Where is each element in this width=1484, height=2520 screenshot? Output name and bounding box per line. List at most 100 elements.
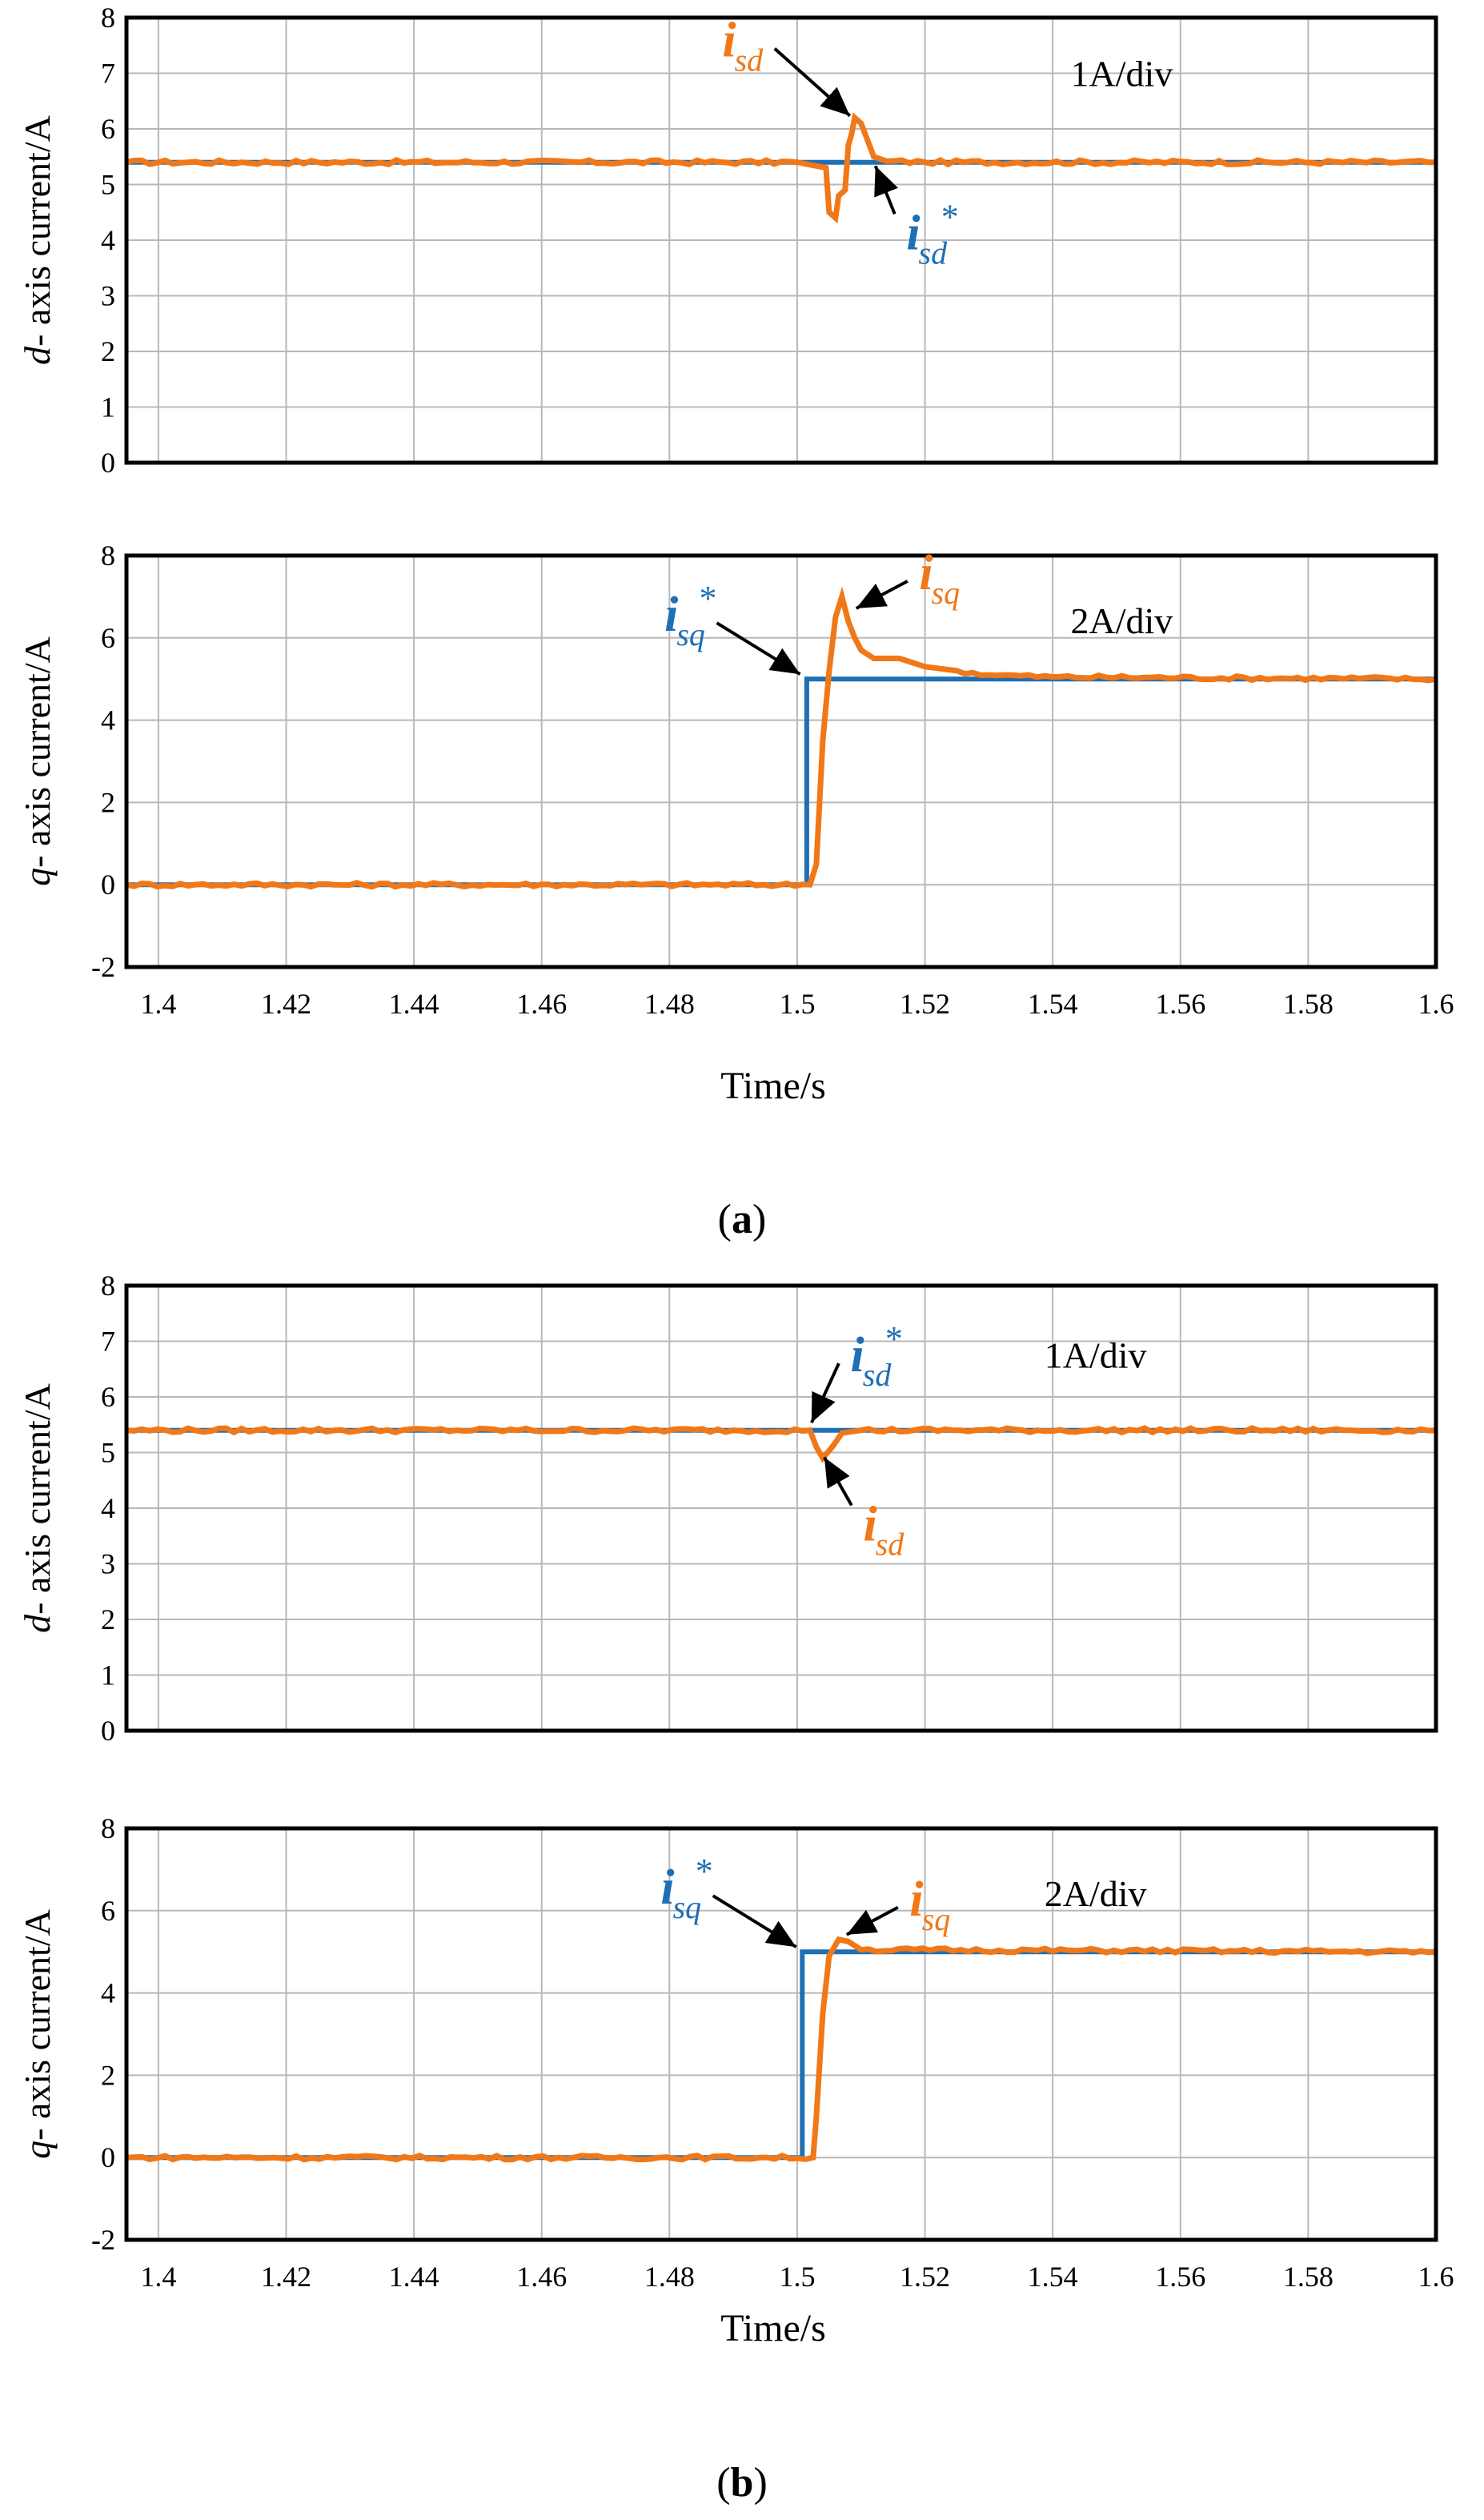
annotation-arrow: [873, 165, 898, 215]
plot-frame: [124, 1826, 1438, 2242]
y-tick-label: -2: [91, 951, 115, 983]
annotation-star: *: [696, 1852, 713, 1891]
scale-label: 2A/div: [1045, 1873, 1147, 1914]
x-tick-label: 1.4: [140, 2261, 176, 2293]
y-tick-label: 7: [101, 58, 115, 90]
panel-caption-b: (b): [716, 2460, 768, 2506]
annotation-label: isq: [660, 1860, 701, 1925]
annotation-measured: isd: [823, 1456, 904, 1563]
annotation-measured: isd: [722, 14, 852, 118]
annotation-measured: isq: [855, 546, 960, 611]
x-tick-label: 1.52: [900, 2261, 950, 2293]
x-tick-label: 1.4: [140, 988, 176, 1020]
x-tick-label: 1.58: [1283, 2261, 1334, 2293]
annotation-arrow: [845, 1906, 899, 1936]
y-tick-label: 0: [101, 2141, 115, 2173]
x-tick-label: 1.44: [389, 988, 439, 1020]
x-tick-label: 1.46: [516, 988, 567, 1020]
y-tick-label: 6: [101, 1895, 115, 1927]
y-tick-label: 0: [101, 447, 115, 479]
y-tick-label: 2: [101, 335, 115, 367]
y-tick-label: 0: [101, 869, 115, 901]
annotation-label: isq: [919, 546, 960, 611]
annotation-arrow: [823, 1456, 853, 1507]
annotation-measured: isq: [845, 1872, 950, 1937]
y-axis-title: d- axis current/A: [17, 1383, 58, 1633]
annotation-reference: isd*: [873, 165, 959, 271]
annotation-label: isd: [851, 1328, 892, 1393]
y-tick-label: 2: [101, 786, 115, 818]
y-tick-label: 2: [101, 2059, 115, 2091]
y-tick-label: 2: [101, 1603, 115, 1635]
annotation-arrow: [716, 621, 801, 676]
annotation-star: *: [941, 197, 959, 236]
y-tick-label: 8: [101, 1812, 115, 1844]
y-axis-title: d- axis current/A: [17, 115, 58, 365]
panel-caption-a: (a): [718, 1197, 767, 1242]
x-tick-label: 1.56: [1155, 988, 1205, 1020]
y-tick-label: 5: [101, 1437, 115, 1469]
x-tick-label: 1.42: [261, 988, 311, 1020]
x-tick-label: 1.42: [261, 2261, 311, 2293]
y-tick-label: 8: [101, 2, 115, 34]
series-line-measured: [126, 112, 1436, 224]
scale-label: 1A/div: [1070, 54, 1173, 94]
annotation-reference: isq*: [664, 579, 801, 676]
y-axis-title: q- axis current/A: [17, 636, 58, 886]
annotation-arrow: [855, 580, 908, 610]
y-tick-label: 1: [101, 1659, 115, 1691]
y-tick-label: 1: [101, 391, 115, 423]
x-tick-label: 1.54: [1028, 988, 1078, 1020]
x-axis-title-b: Time/s: [720, 2307, 826, 2349]
x-tick-label: 1.58: [1283, 988, 1334, 1020]
annotation-star: *: [700, 579, 717, 618]
annotation-arrow: [810, 1362, 840, 1424]
y-tick-label: 0: [101, 1715, 115, 1747]
x-axis-title-a: Time/s: [720, 1065, 826, 1107]
y-tick-label: 8: [101, 1270, 115, 1302]
y-tick-label: -2: [91, 2224, 115, 2256]
chart-a-q: -2 0 2 4 6 8 1.4 1.42 1.44 1.46 1.48 1.5 1.52 1.54 1.5…: [17, 540, 1454, 1020]
series-line-measured: [126, 1425, 1437, 1463]
annotation-reference: isd*: [810, 1319, 903, 1424]
y-tick-label: 3: [101, 280, 115, 312]
annotation-label: isq: [664, 588, 705, 652]
annotation-arrow: [773, 47, 852, 118]
annotation-reference: isq*: [660, 1852, 797, 1948]
scale-label: 1A/div: [1045, 1334, 1147, 1375]
x-tick-label: 1.6: [1418, 988, 1454, 1020]
plot-area: [126, 1828, 1436, 2240]
plot-frame: [124, 1283, 1438, 1733]
y-tick-label: 6: [101, 1381, 115, 1413]
x-tick-label: 1.46: [516, 2261, 567, 2293]
plot-area: [126, 556, 1436, 967]
x-tick-label: 1.5: [779, 988, 815, 1020]
y-tick-label: 6: [101, 113, 115, 145]
x-tick-label: 1.6: [1418, 2261, 1454, 2293]
series-line-measured: [126, 1936, 1437, 2163]
y-tick-label: 7: [101, 1326, 115, 1358]
y-tick-label: 4: [101, 1492, 115, 1524]
y-tick-label: 4: [101, 224, 115, 256]
x-tick-label: 1.5: [779, 2261, 815, 2293]
y-tick-label: 6: [101, 622, 115, 654]
annotation-label: isd: [722, 14, 764, 78]
y-tick-label: 4: [101, 704, 115, 736]
y-tick-label: 5: [101, 169, 115, 201]
y-tick-label: 8: [101, 540, 115, 572]
annotation-arrow: [712, 1894, 797, 1948]
y-axis-title: q- axis current/A: [17, 1909, 58, 2159]
x-tick-label: 1.48: [644, 2261, 695, 2293]
annotation-star: *: [885, 1319, 903, 1358]
x-tick-label: 1.54: [1028, 2261, 1078, 2293]
x-tick-label: 1.44: [389, 2261, 439, 2293]
x-tick-label: 1.52: [900, 988, 950, 1020]
y-tick-label: 3: [101, 1548, 115, 1580]
annotation-label: isd: [906, 206, 948, 271]
x-tick-label: 1.48: [644, 988, 695, 1020]
chart-b-q: -2 0 2 4 6 8 1.4 1.42 1.44 1.46 1.48 1.5 1.52 1.54 1.5…: [17, 1812, 1454, 2293]
